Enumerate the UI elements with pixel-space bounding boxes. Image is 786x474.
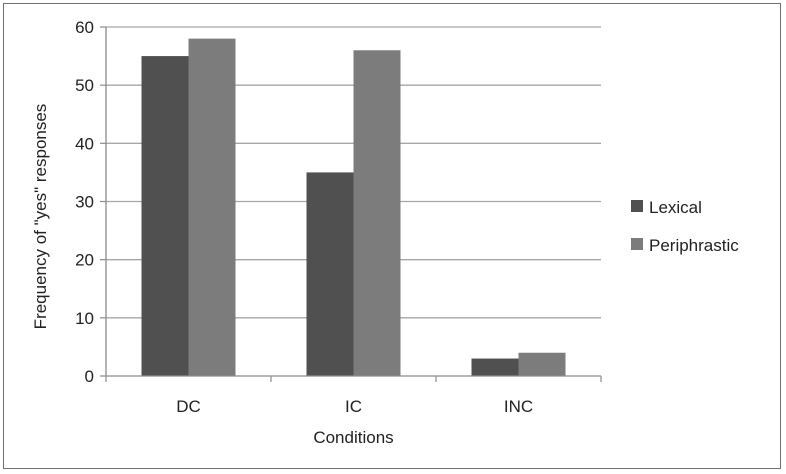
y-tick-label: 30 xyxy=(75,193,94,212)
bar-lexical-inc xyxy=(471,358,519,376)
y-tick-label: 40 xyxy=(75,134,94,153)
bar-periphrastic-inc xyxy=(518,352,566,376)
x-axis-title: Conditions xyxy=(313,428,393,447)
legend-label-lexical: Lexical xyxy=(649,198,702,217)
legend-swatch-periphrastic xyxy=(631,238,643,250)
chart-frame: 0 10 20 30 40 50 60 DC IC INC Frequency of "yes"… xyxy=(3,3,781,469)
legend-swatch-lexical xyxy=(631,200,643,212)
y-tick-label: 20 xyxy=(75,251,94,270)
x-category-label: INC xyxy=(504,397,533,416)
legend: Lexical Periphrastic xyxy=(631,198,739,255)
x-category-label: IC xyxy=(345,397,362,416)
y-tick-label: 60 xyxy=(75,18,94,37)
bar-chart: 0 10 20 30 40 50 60 DC IC INC Frequency of "yes"… xyxy=(31,18,739,447)
y-tick-label: 10 xyxy=(75,309,94,328)
legend-label-periphrastic: Periphrastic xyxy=(649,236,739,255)
bar-periphrastic-dc xyxy=(188,38,236,377)
y-tick-label: 50 xyxy=(75,76,94,95)
x-category-label: DC xyxy=(176,397,201,416)
bar-lexical-ic xyxy=(306,172,354,376)
y-tick-label: 0 xyxy=(85,367,94,386)
bar-periphrastic-ic xyxy=(353,50,401,377)
y-axis-title: Frequency of "yes" responses xyxy=(31,104,50,330)
y-tick-labels: 0 10 20 30 40 50 60 xyxy=(75,18,94,386)
axes xyxy=(100,26,602,382)
x-category-labels: DC IC INC xyxy=(176,397,533,416)
bar-lexical-dc xyxy=(141,56,189,376)
bars xyxy=(141,38,566,377)
